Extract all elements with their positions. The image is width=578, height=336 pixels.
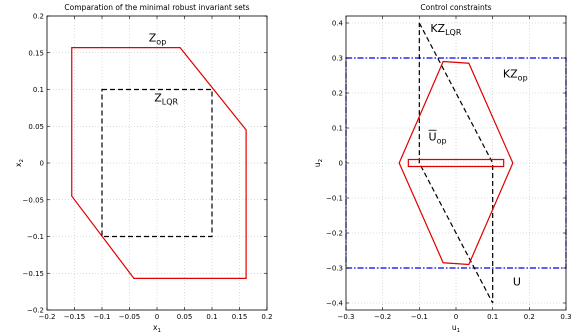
series-2-line	[101, 88, 213, 238]
y-tick-label: 0.15	[28, 49, 44, 57]
y-tick-label: 0.3	[332, 55, 343, 63]
y-axis-label: x2	[14, 159, 25, 167]
y-tick-label: 0.4	[332, 20, 344, 28]
x-tick-label: 0.2	[261, 313, 272, 321]
y-tick-label: −0.05	[23, 196, 44, 204]
x-tick-label: −0.1	[411, 313, 428, 321]
x-tick-label: 0.2	[524, 313, 535, 321]
x-tick-label: 0.1	[206, 313, 217, 321]
x-tick-label: −0.3	[338, 313, 355, 321]
chart-2: −0.3 −0.2 −0.1 0 0.1 0.2 0.3 −0.4 −0.3 −0.2 −0.1 0 0…	[313, 3, 572, 334]
y-tick-label: −0.4	[326, 300, 344, 308]
annotation-subscript: op	[156, 38, 166, 47]
x-axis-label: x1	[153, 323, 161, 334]
x-tick-label: −0.2	[374, 313, 391, 321]
y-tick-label: 0	[339, 160, 343, 168]
x-tick-label: 0.15	[232, 313, 248, 321]
chart-title: Control constraints	[420, 3, 491, 12]
annotation-label: U	[513, 276, 521, 289]
x-tick-label: −0.15	[64, 313, 85, 321]
x-tick-label: 0.3	[560, 313, 571, 321]
chart-title: Comparation of the minimal robust invari…	[64, 3, 249, 12]
annotation-subscript: LQR	[445, 28, 462, 37]
annotation-subscript: op	[437, 136, 447, 145]
series-3-line	[398, 60, 514, 266]
series-4-line	[407, 158, 505, 168]
annotation-subscript: LQR	[162, 97, 179, 106]
y-tick-label: −0.2	[326, 230, 343, 238]
y-tick-label: −0.2	[27, 307, 44, 315]
y-tick-label: 0.1	[332, 125, 343, 133]
x-tick-label: 0	[155, 313, 159, 321]
series-1-line	[71, 47, 247, 279]
x-tick-label: −0.1	[94, 313, 111, 321]
x-axis-label-sub: 1	[157, 328, 161, 334]
y-tick-label: −0.3	[326, 265, 343, 273]
x-tick-label: 0.1	[487, 313, 498, 321]
x-tick-label: −0.2	[39, 313, 56, 321]
x-tick-label: −0.05	[119, 313, 140, 321]
x-tick-label: 0.05	[177, 313, 193, 321]
x-axis-label-sub: 1	[457, 328, 461, 334]
x-tick-label: 0	[454, 313, 458, 321]
y-tick-label: 0.2	[33, 13, 44, 21]
y-tick-label: −0.15	[23, 270, 44, 278]
y-axis-label: u2	[313, 159, 324, 167]
y-axis-label-sub: 2	[19, 159, 25, 163]
y-axis-label-sub: 2	[318, 159, 324, 163]
y-tick-label: −0.1	[326, 195, 343, 203]
y-tick-label: 0.2	[332, 90, 343, 98]
series-2-line	[418, 22, 494, 304]
y-tick-label: 0.05	[28, 123, 44, 131]
y-tick-label: −0.1	[27, 233, 44, 241]
x-axis-label: u1	[452, 323, 460, 334]
y-tick-label: 0	[40, 160, 44, 168]
y-tick-label: 0.1	[33, 86, 44, 94]
chart-1: −0.2 −0.15 −0.1 −0.05 0 0.05 0.1 0.15 0.2 −0.2 −0.…	[14, 3, 273, 334]
annotation-subscript: op	[518, 73, 528, 82]
